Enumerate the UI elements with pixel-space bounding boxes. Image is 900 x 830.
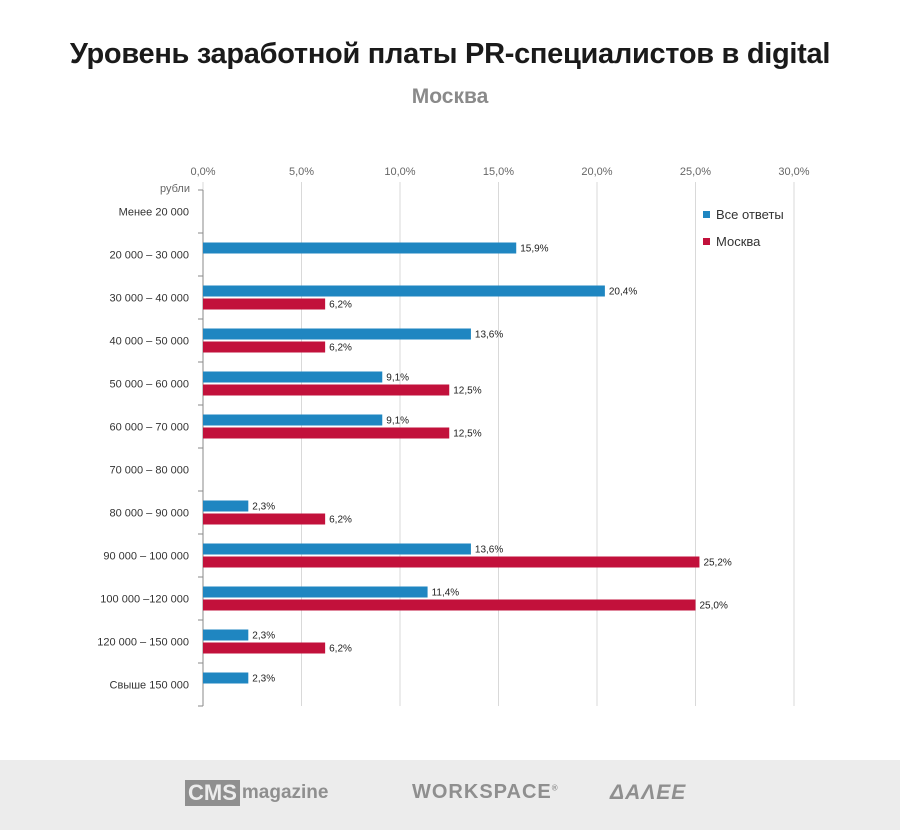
- bar: [203, 298, 326, 310]
- bar: [203, 586, 428, 598]
- axis-unit-label: рубли: [160, 183, 190, 195]
- x-tick-label: 5,0%: [289, 166, 314, 178]
- bar: [203, 427, 450, 439]
- bar: [203, 341, 326, 353]
- bar: [203, 500, 249, 512]
- category-label: 40 000 – 50 000: [109, 336, 189, 348]
- bar: [203, 642, 326, 654]
- data-label: 6,2%: [329, 515, 352, 526]
- data-label: 6,2%: [329, 343, 352, 354]
- bar-chart: 0,0% 5,0% 10,0% 15,0% 20,0% 25,0% 30,0% рубли Ме…: [97, 166, 810, 707]
- legend-swatch: [703, 238, 710, 245]
- bar: [203, 328, 471, 340]
- bar: [203, 285, 605, 297]
- category-label: 80 000 – 90 000: [109, 508, 189, 520]
- bar: [203, 414, 383, 426]
- data-label: 12,5%: [453, 429, 481, 440]
- data-label: 13,6%: [475, 330, 503, 341]
- bar: [203, 629, 249, 641]
- data-label: 12,5%: [453, 386, 481, 397]
- x-tick-label: 30,0%: [778, 166, 809, 178]
- data-label: 11,4%: [432, 588, 460, 599]
- bar: [203, 242, 517, 254]
- category-label: 30 000 – 40 000: [109, 293, 189, 305]
- category-label: Свыше 150 000: [110, 680, 189, 692]
- category-label: 100 000 –120 000: [100, 594, 189, 606]
- category-label: 90 000 – 100 000: [103, 551, 189, 563]
- data-label: 13,6%: [475, 545, 503, 556]
- data-label: 2,3%: [252, 502, 275, 513]
- chart-subtitle: Москва: [411, 85, 489, 108]
- legend-label: Москва: [716, 234, 761, 249]
- workspace-logo-mark: ®: [551, 783, 559, 793]
- legend-swatch: [703, 211, 710, 218]
- x-tick-label: 0,0%: [190, 166, 215, 178]
- bar: [203, 672, 249, 684]
- category-label: 60 000 – 70 000: [109, 422, 189, 434]
- data-label: 9,1%: [386, 416, 409, 427]
- category-label: 50 000 – 60 000: [109, 379, 189, 391]
- category-label: 120 000 – 150 000: [97, 637, 189, 649]
- bar: [203, 371, 383, 383]
- data-label: 2,3%: [252, 631, 275, 642]
- x-tick-label: 10,0%: [384, 166, 415, 178]
- data-label: 2,3%: [252, 674, 275, 685]
- chart-title: Уровень заработной платы PR-специалистов…: [69, 38, 831, 70]
- data-label: 25,0%: [700, 601, 728, 612]
- category-label: Менее 20 000: [119, 207, 189, 219]
- cms-logo-box: CMS: [185, 780, 240, 806]
- footer-logos: CMS magazine WORKSPACE® ΔΑΛΕΕ: [0, 760, 900, 830]
- workspace-logo-text: WORKSPACE: [412, 781, 552, 803]
- data-label: 6,2%: [329, 300, 352, 311]
- daleye-logo-text: ΔΑΛΕΕ: [610, 781, 687, 804]
- bar: [203, 543, 471, 555]
- cms-logo-text: magazine: [241, 782, 329, 803]
- bar: [203, 599, 696, 611]
- category-label: 70 000 – 80 000: [109, 465, 189, 477]
- bar: [203, 556, 700, 568]
- data-label: 25,2%: [703, 558, 731, 569]
- legend-label: Все ответы: [716, 207, 784, 222]
- workspace-logo: WORKSPACE®: [412, 781, 559, 804]
- data-label: 15,9%: [520, 244, 548, 255]
- bar: [203, 513, 326, 525]
- x-tick-label: 25,0%: [680, 166, 711, 178]
- daleye-logo: ΔΑΛΕΕ: [610, 781, 686, 805]
- category-label: 20 000 – 30 000: [109, 250, 189, 262]
- bar: [203, 384, 450, 396]
- data-label: 6,2%: [329, 644, 352, 655]
- cms-magazine-logo: CMS magazine: [185, 780, 328, 806]
- x-tick-label: 15,0%: [483, 166, 514, 178]
- data-label: 9,1%: [386, 373, 409, 384]
- x-tick-label: 20,0%: [581, 166, 612, 178]
- data-label: 20,4%: [609, 287, 637, 298]
